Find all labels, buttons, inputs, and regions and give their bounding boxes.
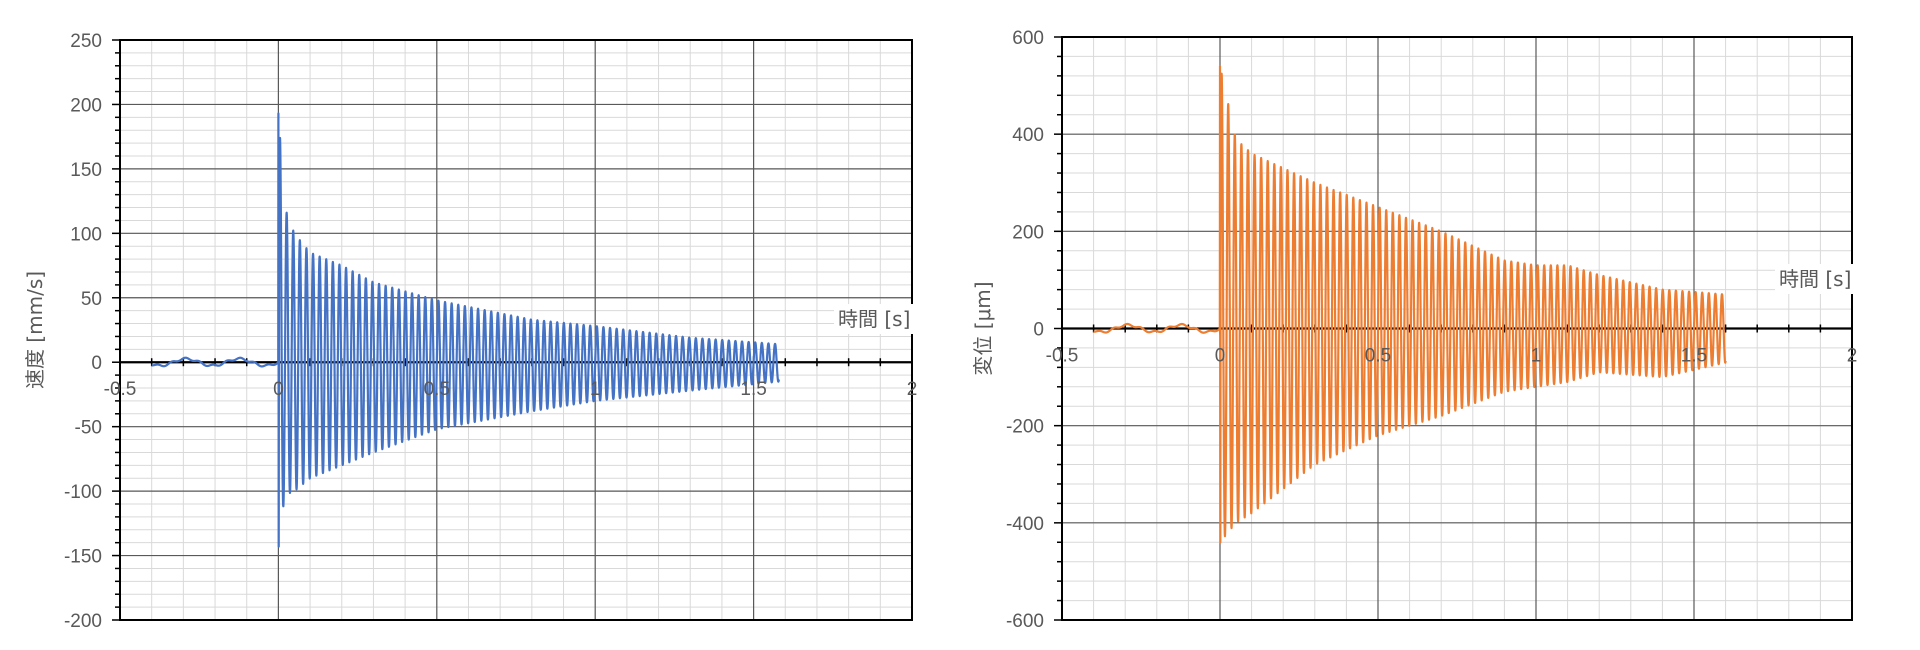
x-tick-label: -0.5: [1046, 346, 1079, 367]
x-axis-title: 時間 [s]: [1779, 267, 1851, 291]
y-tick-label: 150: [70, 160, 102, 181]
y-tick-label: 100: [70, 224, 102, 245]
x-tick-labels: -0.5 0 0.5 1 1.5 2: [1046, 346, 1858, 367]
x-tick-label: 0.5: [1365, 346, 1391, 367]
x-tick-label: 0: [1215, 346, 1226, 367]
x-axis-title: 時間 [s]: [838, 307, 910, 331]
y-tick-label: -50: [75, 418, 102, 439]
y-tick-label: -600: [1006, 611, 1044, 632]
y-axis-title: 速度 [mm/s]: [23, 271, 47, 389]
y-tick-label: 0: [1033, 320, 1044, 341]
x-axis-title-background: [1775, 264, 1859, 294]
y-tick-label: -400: [1006, 514, 1044, 535]
series-line: [1092, 65, 1727, 544]
y-tick-label: 200: [70, 95, 102, 116]
y-axis-ticks: [1054, 36, 1062, 621]
y-tick-labels: 600 400 200 0 -200 -400 -600: [1006, 28, 1044, 632]
x-tick-label: 1: [1531, 346, 1542, 367]
y-tick-label: 50: [81, 289, 102, 310]
x-tick-label: 0.5: [424, 379, 450, 400]
y-tick-label: -200: [64, 611, 102, 632]
x-tick-label: 1: [590, 379, 601, 400]
y-tick-label: -200: [1006, 417, 1044, 438]
y-tick-label: 600: [1012, 28, 1044, 49]
y-tick-label: 250: [70, 31, 102, 52]
x-axis-title-background: [834, 304, 918, 334]
y-axis-ticks: [112, 39, 120, 621]
x-tick-label: 2: [907, 379, 918, 400]
x-tick-labels: -0.5 0 0.5 1 1.5 2: [104, 379, 918, 400]
y-tick-label: -100: [64, 482, 102, 503]
y-tick-label: 200: [1012, 222, 1044, 243]
x-tick-label: -0.5: [104, 379, 137, 400]
y-tick-label: 400: [1012, 125, 1044, 146]
x-tick-label: 0: [273, 379, 284, 400]
series-line: [150, 112, 780, 548]
x-tick-label: 1.5: [1681, 346, 1707, 367]
y-tick-label: 0: [91, 353, 102, 374]
x-tick-label: 1.5: [740, 379, 766, 400]
y-tick-labels: 250 200 150 100 50 0 -50 -100 -150 -200: [64, 31, 102, 632]
y-axis-title: 変位 [μm]: [971, 281, 995, 375]
x-tick-label: 2: [1847, 346, 1858, 367]
y-tick-label: -150: [64, 547, 102, 568]
